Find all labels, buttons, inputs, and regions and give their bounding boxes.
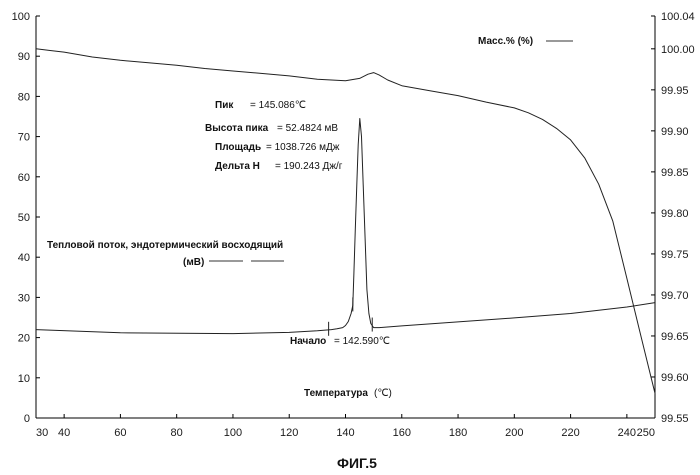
heat-flow-line — [36, 119, 655, 334]
x-axis-label: Температура — [304, 388, 368, 399]
mass-legend: Масс.% (%) — [478, 36, 573, 47]
height-label: Высота пика — [205, 123, 269, 134]
x-tick-label: 120 — [280, 427, 298, 439]
x-tick-label: 160 — [393, 427, 411, 439]
right-tick-label: 99.85 — [661, 167, 689, 179]
right-axis-ticks: 99.55 99.60 99.65 99.70 99.75 99.80 99.85 99.90… — [651, 11, 695, 425]
right-tick-label: 99.75 — [661, 249, 689, 261]
mass-legend-label: Масс.% (%) — [478, 36, 533, 47]
left-tick-label: 20 — [18, 333, 30, 345]
x-tick-label: 200 — [505, 427, 523, 439]
heatflow-legend: Тепловой поток, эндотермический восходящ… — [47, 240, 284, 268]
right-tick-label: 99.65 — [661, 331, 689, 343]
heatflow-legend-line2: (мВ) — [183, 257, 204, 268]
x-tick-label: 60 — [114, 427, 126, 439]
left-tick-label: 40 — [18, 252, 30, 264]
right-tick-label: 100.04 — [661, 11, 695, 23]
peak-annotation: Пик = 145.086℃ Высота пика = 52.4824 мВ … — [205, 100, 343, 172]
x-axis-title: Температура (℃) — [304, 388, 392, 399]
area-label: Площадь — [215, 142, 261, 153]
right-tick-label: 99.95 — [661, 85, 689, 97]
x-tick-label: 140 — [336, 427, 354, 439]
heatflow-legend-line1: Тепловой поток, эндотермический восходящ… — [47, 240, 283, 251]
plot-frame — [36, 16, 655, 418]
left-tick-label: 50 — [18, 212, 30, 224]
onset-label: Начало — [290, 336, 326, 347]
x-tick-label: 80 — [171, 427, 183, 439]
left-tick-label: 0 — [24, 413, 30, 425]
x-tick-label: 220 — [561, 427, 579, 439]
right-tick-label: 99.80 — [661, 208, 689, 220]
left-tick-label: 60 — [18, 172, 30, 184]
onset-value: = 142.590℃ — [334, 336, 390, 347]
left-tick-label: 10 — [18, 373, 30, 385]
x-axis-unit: (℃) — [374, 388, 392, 399]
left-tick-label: 70 — [18, 132, 30, 144]
right-tick-label: 99.55 — [661, 413, 689, 425]
peak-label: Пик — [215, 100, 234, 111]
x-tick-label: 30 — [36, 427, 48, 439]
right-tick-label: 99.60 — [661, 372, 689, 384]
figure-caption: ФИГ.5 — [337, 455, 377, 471]
right-tick-label: 100.00 — [661, 44, 695, 56]
right-tick-label: 99.90 — [661, 126, 689, 138]
x-tick-label: 250 — [637, 427, 655, 439]
peak-value: = 145.086℃ — [250, 100, 306, 111]
delta-label: Дельта H — [215, 161, 260, 172]
right-tick-label: 99.70 — [661, 290, 689, 302]
x-tick-label: 40 — [58, 427, 70, 439]
onset-annotation: Начало = 142.590℃ — [290, 336, 390, 347]
left-tick-label: 80 — [18, 91, 30, 103]
left-tick-label: 90 — [18, 51, 30, 63]
left-tick-label: 30 — [18, 292, 30, 304]
x-tick-label: 100 — [224, 427, 242, 439]
x-tick-label: 180 — [449, 427, 467, 439]
area-value: = 1038.726 мДж — [266, 142, 340, 153]
delta-value: = 190.243 Дж/г — [275, 161, 343, 172]
height-value: = 52.4824 мВ — [277, 123, 338, 134]
x-tick-label: 240 — [618, 427, 636, 439]
left-tick-label: 100 — [12, 11, 30, 23]
